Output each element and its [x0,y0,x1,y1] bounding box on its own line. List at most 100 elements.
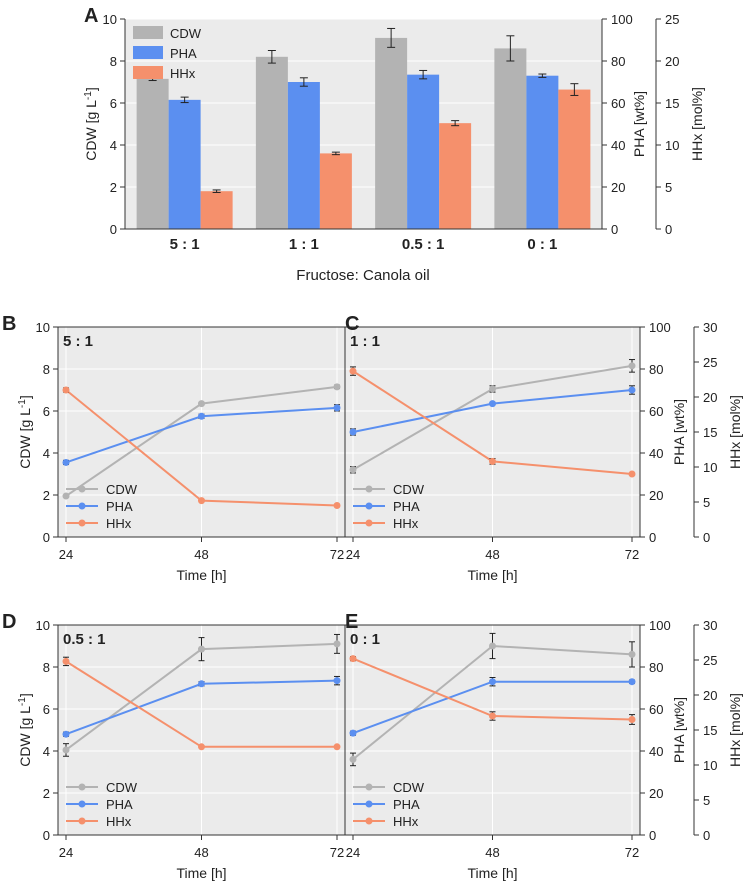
panel-d-point-cdw-1 [198,645,205,653]
panel-a-hhx-axis-tick-label: 5 [665,180,672,195]
panel-a-letter: A [84,5,98,27]
panel-a-pha-axis-tick-label: 80 [611,54,625,69]
panel-c-xtick-label: 24 [346,547,360,562]
panel-b-point-cdw-2 [333,383,341,391]
panel-c-hhx-axis-tick-label: 25 [703,355,717,370]
panel-b-legend-marker-cdw [78,485,86,493]
panel-b-point-hhx-0 [62,386,70,394]
panel-d-left-axis-tick-label: 2 [43,786,50,801]
panel-c-hhx-axis-tick-label: 20 [703,390,717,405]
panel-a-hhx-axis-tick-label: 15 [665,96,679,111]
panel-a-ylabel-hhx: HHx [mol%] [689,87,705,161]
panel-b-chart [58,327,345,537]
legend-label-pha: PHA [170,46,197,61]
panel-b-letter: B [2,313,16,335]
panel-c-point-pha-2 [628,386,636,394]
panel-c-point-hhx-2 [628,470,636,478]
panel-d-xlabel: Time [h] [176,865,226,881]
panel-e-hhx-axis-tick-label: 25 [703,653,717,668]
panel-e-pha-axis-tick-label: 40 [649,744,663,759]
bar-hhx-2 [439,123,472,229]
legend-label-hhx: HHx [170,66,196,81]
panel-a-xlabel: Fructose: Canola oil [296,267,429,284]
bar-pha-0 [168,99,201,229]
panel-d-xtick-label: 48 [194,845,208,860]
panel-d-left-axis-tick-label: 4 [43,744,50,759]
panel-e-hhx-axis-tick-label: 15 [703,723,717,738]
panel-b-ylabel-left: CDW [g L-1] [17,395,33,468]
panel-c-xtick-label: 48 [485,547,499,562]
panel-d-legend-marker-hhx [78,817,86,825]
panel-e-pha-axis-tick-label: 20 [649,786,663,801]
panel-d-point-cdw-2 [333,640,341,648]
panel-b-point-cdw-0 [62,492,70,500]
panel-e-point-hhx-0 [349,655,357,663]
panel-a-category-label: 0.5 : 1 [402,236,445,253]
panel-d-ylabel-left: CDW [g L-1] [17,693,33,766]
panel-c-legend-label-pha: PHA [393,499,420,514]
bar-cdw-0 [136,78,169,229]
panel-e-ylabel-pha: PHA [wt%] [671,697,687,763]
panel-e-hhx-axis-tick-label: 5 [703,793,710,808]
panel-c-letter: C [345,313,359,335]
bar-pha-1 [287,82,320,229]
panel-b-left-axis-tick-label: 10 [36,320,50,335]
panel-c-pha-axis-tick-label: 20 [649,488,663,503]
panel-c-xlabel: Time [h] [467,567,517,583]
panel-e-annotation: 0 : 1 [350,631,380,648]
panel-d-legend-label-cdw: CDW [106,780,138,795]
panel-d-chart [58,625,345,835]
panel-e-legend-label-hhx: HHx [393,814,419,829]
panel-a-pha-axis-tick-label: 0 [611,222,618,237]
panel-c-chart [345,327,640,537]
panel-e-pha-axis-tick-label: 0 [649,828,656,843]
panel-d-legend-marker-pha [78,800,86,808]
panel-b-left-axis-tick-label: 8 [43,362,50,377]
panel-b-xtick-label: 24 [59,547,73,562]
panel-c-point-cdw-0 [349,466,357,474]
panel-d-point-pha-1 [198,680,205,688]
panel-d-point-cdw-0 [62,746,70,754]
panel-a-left-axis-tick-label: 4 [110,138,117,153]
panel-b-point-cdw-1 [198,400,205,408]
panel-e-hhx-axis-tick-label: 30 [703,618,717,633]
panel-b-legend-label-cdw: CDW [106,482,138,497]
panel-e-point-cdw-2 [628,650,636,658]
panel-b-left-axis-tick-label: 4 [43,446,50,461]
panel-b-legend-label-hhx: HHx [106,516,132,531]
panel-a-left-axis-tick-label: 10 [103,12,117,27]
panel-c-ylabel-pha: PHA [wt%] [671,399,687,465]
panel-b-xtick-label: 72 [330,547,344,562]
panel-a-pha-axis-tick-label: 20 [611,180,625,195]
panel-c-annotation: 1 : 1 [350,333,380,350]
panel-d-legend-marker-cdw [78,783,86,791]
bar-hhx-3 [558,89,591,229]
panel-c-pha-axis-tick-label: 80 [649,362,663,377]
panel-c-point-hhx-0 [349,367,357,375]
legend-swatch-hhx [133,66,163,79]
panel-e-hhx-axis-tick-label: 20 [703,688,717,703]
panel-a-left-axis-tick-label: 2 [110,180,117,195]
panel-d-left-axis-tick-label: 10 [36,618,50,633]
panel-a-left-axis-tick-label: 6 [110,96,117,111]
panel-a-hhx-axis-tick-label: 0 [665,222,672,237]
panel-d-xtick-label: 72 [330,845,344,860]
panel-e-xlabel: Time [h] [467,865,517,881]
bar-cdw-1 [255,56,288,229]
panel-b-legend-marker-pha [78,502,86,510]
panel-c-hhx-axis-tick-label: 0 [703,530,710,545]
panel-d-point-pha-2 [333,677,341,685]
panel-b-left-axis-tick-label: 6 [43,404,50,419]
panel-b-xlabel: Time [h] [176,567,226,583]
panel-a-pha-axis-tick-label: 60 [611,96,625,111]
panel-d-left-axis-tick-label: 0 [43,828,50,843]
panel-c-point-hhx-1 [489,457,496,465]
panel-e-point-hhx-2 [628,716,636,723]
panel-b-annotation: 5 : 1 [63,333,93,350]
panel-c-legend-marker-pha [365,502,373,510]
panel-e-legend-marker-pha [365,800,373,808]
panel-b-left-axis-tick-label: 0 [43,530,50,545]
panel-e-point-cdw-1 [489,642,496,650]
panel-a-ylabel-pha: PHA [wt%] [631,91,647,157]
panel-e-pha-axis-tick-label: 100 [649,618,671,633]
